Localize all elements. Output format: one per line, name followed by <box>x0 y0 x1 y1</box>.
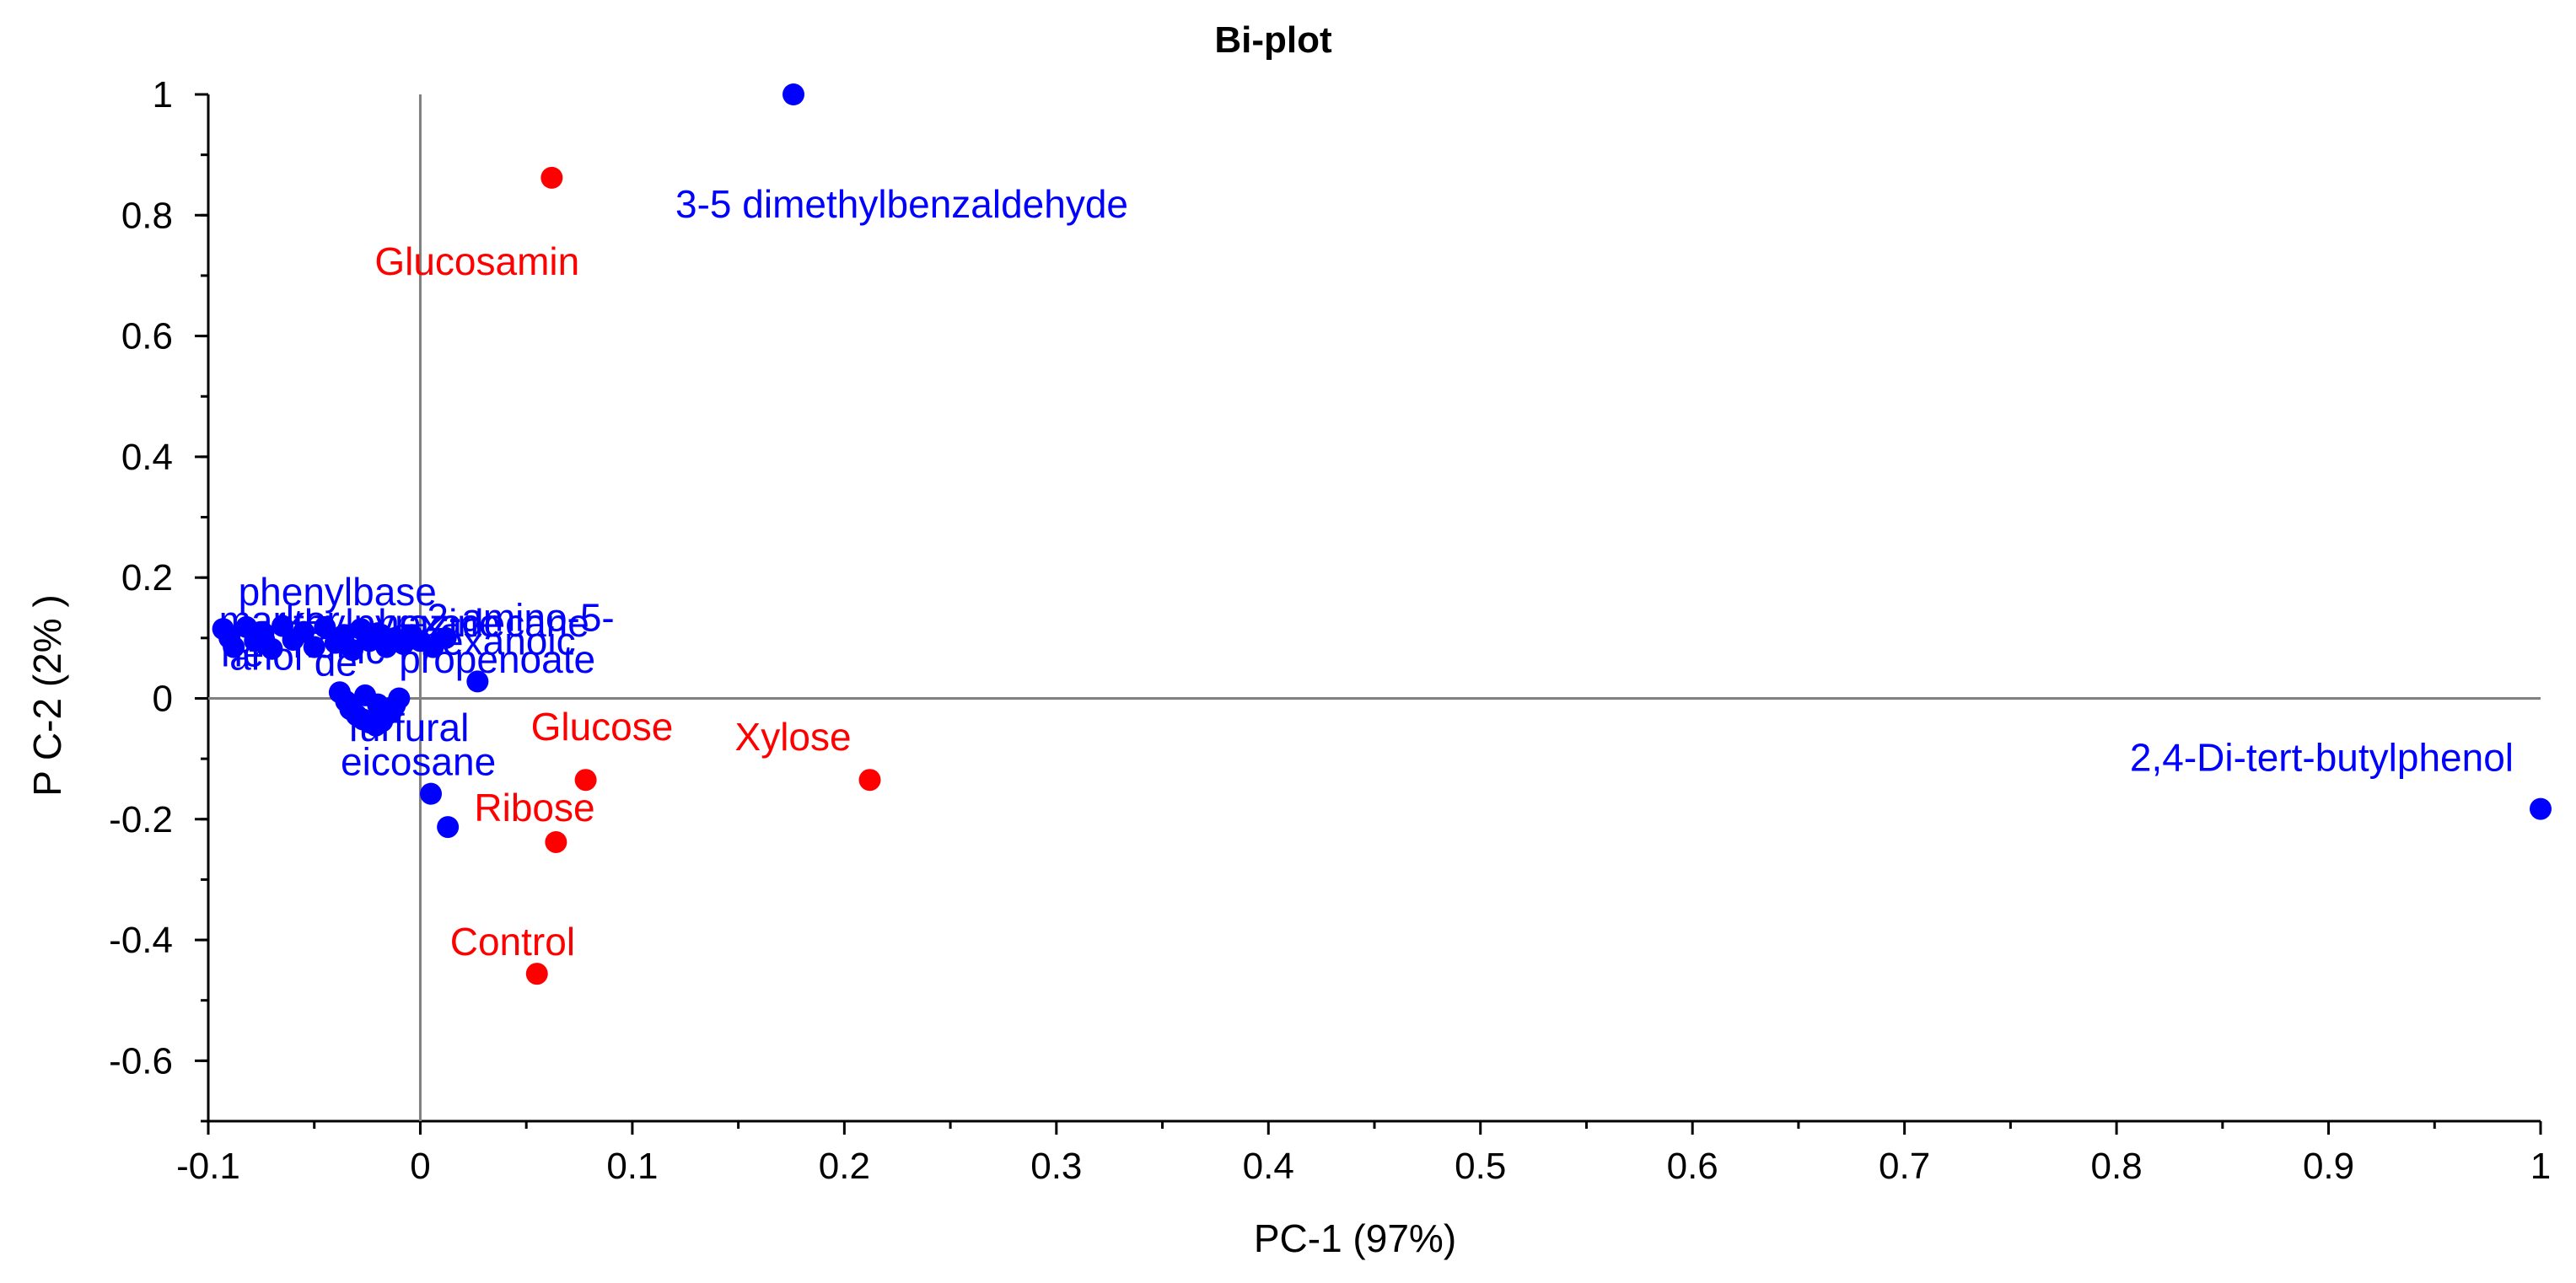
cluster-compound-label: ine <box>225 616 277 660</box>
y-tick-label: 1 <box>153 74 173 115</box>
y-tick-label: 0.2 <box>121 557 173 599</box>
compound-point <box>314 615 336 638</box>
compound-label: eicosane <box>341 740 496 784</box>
y-tick-label: 0.8 <box>121 195 173 236</box>
compound-point <box>782 83 805 105</box>
cluster-compound-label: ic <box>357 628 385 672</box>
cluster-compound-label: hexadecane <box>378 601 589 645</box>
chart-title: Bi-plot <box>1214 19 1332 61</box>
x-tick-label: 0.9 <box>2303 1146 2354 1187</box>
x-tick-label: 1 <box>2530 1146 2551 1187</box>
cluster-compound-label: hexanoic <box>420 619 575 663</box>
x-tick-label: 0 <box>410 1146 430 1187</box>
y-tick-label: 0.4 <box>121 437 173 478</box>
compound-point <box>388 687 411 710</box>
compound-point <box>420 782 443 805</box>
x-tick-label: 0.1 <box>606 1146 658 1187</box>
cluster-compound-label: marker <box>219 598 340 642</box>
sample-point <box>540 166 563 189</box>
x-axis-title: PC-1 (97%) <box>1254 1216 1456 1260</box>
sample-point <box>545 830 567 853</box>
compound-point <box>223 636 245 658</box>
sample-point <box>858 769 881 792</box>
x-tick-label: 0.5 <box>1455 1146 1506 1187</box>
sample-point <box>525 963 548 985</box>
sample-label: Control <box>450 920 575 964</box>
compound-point <box>367 693 390 716</box>
x-tick-label: -0.1 <box>176 1146 240 1187</box>
x-tick-label: 0.2 <box>819 1146 870 1187</box>
compound-point <box>341 639 363 662</box>
y-tick-label: -0.6 <box>109 1040 173 1082</box>
zero-lines <box>208 94 2541 1121</box>
sample-label: Xylose <box>735 715 852 759</box>
x-tick-label: 0.3 <box>1030 1146 1082 1187</box>
data-points <box>212 83 2552 985</box>
compound-point <box>434 626 457 649</box>
compound-point <box>261 637 283 660</box>
y-axis-title: P C-2 (2% ) <box>25 594 69 796</box>
cluster-compound-label: propenoate <box>399 637 595 681</box>
compound-point <box>466 670 489 693</box>
x-tick-label: 0.6 <box>1667 1146 1718 1187</box>
cluster-compound-label: rone <box>336 610 413 654</box>
compound-point <box>437 816 460 839</box>
y-tick-label: 0.6 <box>121 316 173 357</box>
y-tick-label: 0 <box>153 678 173 719</box>
sample-label: Ribose <box>474 786 594 829</box>
compound-label: 3-5 dimethylbenzaldehyde <box>675 182 1128 226</box>
sample-label: Glucosamin <box>374 239 579 283</box>
compound-label: 2-amino-5- <box>427 595 614 639</box>
sample-point <box>574 769 597 792</box>
cluster-compound-label: ethylpyrazine <box>272 601 500 645</box>
cluster-compound-label: de <box>315 640 358 684</box>
compound-point <box>2530 797 2552 820</box>
compound-label: 2,4-Di-tert-butylphenol <box>2130 736 2514 780</box>
compound-point <box>303 636 325 658</box>
x-tick-label: 0.8 <box>2091 1146 2143 1187</box>
x-axis-ticks: -0.1 0 0.1 0.2 0.3 0.4 0.5 0.6 0.7 0.8 0.9 1 <box>176 1121 2551 1187</box>
y-tick-label: -0.2 <box>109 799 173 840</box>
cluster-compound-label: anol <box>229 634 303 678</box>
compound-label: phenylbase <box>239 570 437 614</box>
y-axis-ticks: -0.6 -0.4 -0.2 0 0.2 0.4 0.6 0.8 1 <box>109 74 208 1123</box>
cluster-compound-label: ne <box>221 631 264 675</box>
compound-label: furfural <box>348 706 469 749</box>
point-labels: Glucosamin Glucose Xylose Ribose Control 3-5 … <box>219 182 2514 964</box>
x-tick-label: 0.4 <box>1243 1146 1294 1187</box>
sample-label: Glucose <box>531 705 674 749</box>
x-tick-label: 0.7 <box>1879 1146 1930 1187</box>
cluster-compound-label: non <box>293 622 358 666</box>
y-tick-label: -0.4 <box>109 920 173 961</box>
